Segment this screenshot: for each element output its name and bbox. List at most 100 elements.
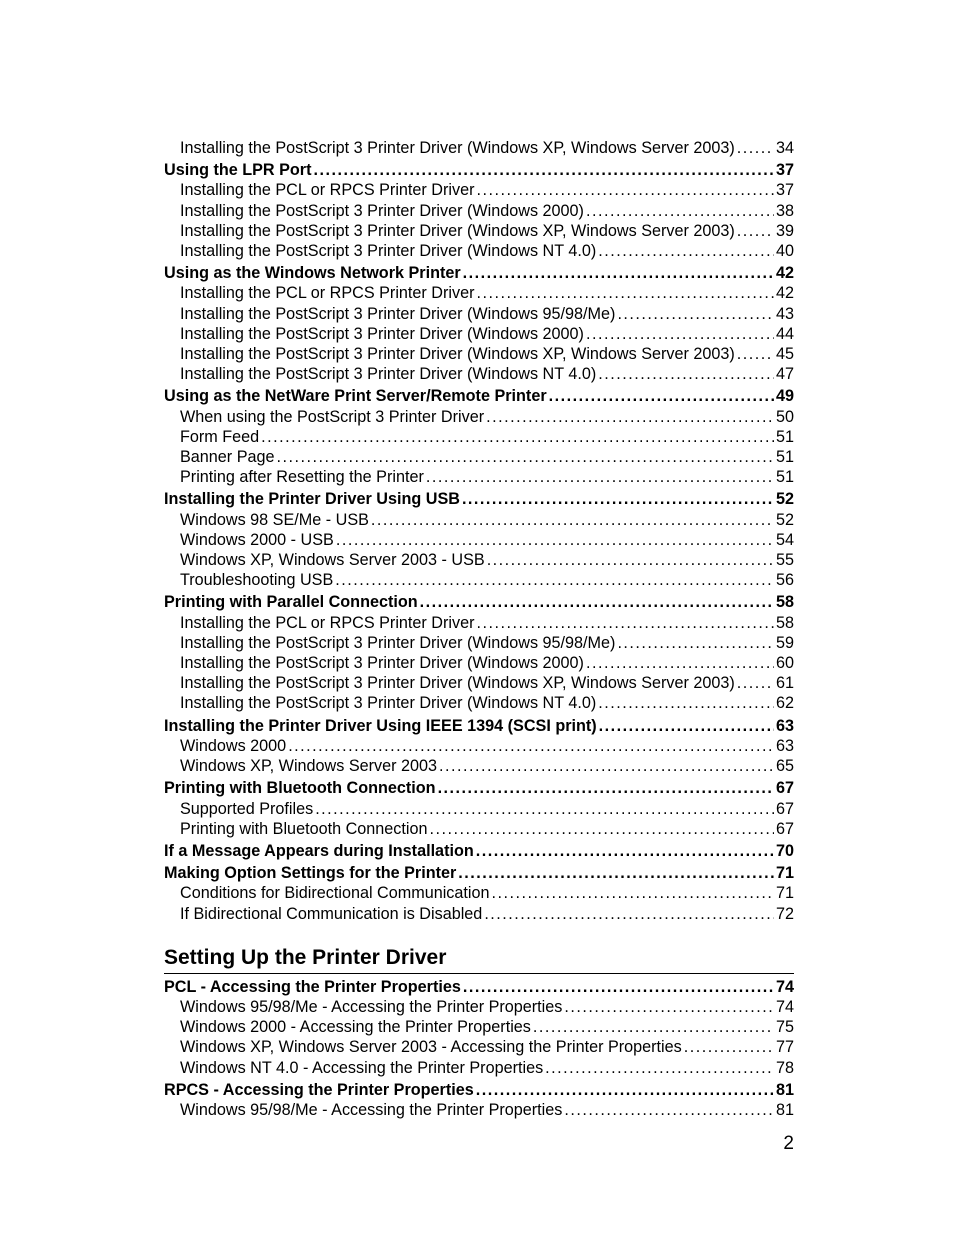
toc-leader-dots xyxy=(371,510,774,530)
toc-page-number: 51 xyxy=(776,467,794,487)
toc-label: Windows 2000 xyxy=(180,736,286,756)
toc-page-number: 58 xyxy=(776,592,794,612)
toc-leader-dots xyxy=(463,977,774,997)
toc-entry-line[interactable]: Windows 95/98/Me - Accessing the Printer… xyxy=(180,997,794,1017)
toc-entry-line[interactable]: Banner Page51 xyxy=(180,447,794,467)
toc-heading-line[interactable]: If a Message Appears during Installation… xyxy=(164,841,794,861)
toc-entry-line[interactable]: Supported Profiles67 xyxy=(180,799,794,819)
toc-entry-line[interactable]: Windows XP, Windows Server 2003 - Access… xyxy=(180,1037,794,1057)
toc-label: Installing the PostScript 3 Printer Driv… xyxy=(180,241,596,261)
toc-entry-line[interactable]: Windows XP, Windows Server 2003 - USB55 xyxy=(180,550,794,570)
toc-leader-dots xyxy=(463,263,774,283)
toc-leader-dots xyxy=(261,427,774,447)
toc-label: Installing the Printer Driver Using USB xyxy=(164,489,460,509)
toc-page-number: 71 xyxy=(776,863,794,883)
toc-page-number: 43 xyxy=(776,304,794,324)
toc-label: Windows 2000 - USB xyxy=(180,530,334,550)
toc-leader-dots xyxy=(737,344,774,364)
toc-entry-line[interactable]: Windows 98 SE/Me - USB52 xyxy=(180,510,794,530)
toc-entry-line[interactable]: Installing the PostScript 3 Printer Driv… xyxy=(180,673,794,693)
toc-leader-dots xyxy=(598,241,774,261)
toc-page-number: 37 xyxy=(776,160,794,180)
toc-leader-dots xyxy=(426,467,774,487)
toc-page-number: 61 xyxy=(776,673,794,693)
toc-entry-line[interactable]: When using the PostScript 3 Printer Driv… xyxy=(180,407,794,427)
toc-label: Windows 98 SE/Me - USB xyxy=(180,510,369,530)
toc-entry-line[interactable]: Installing the PCL or RPCS Printer Drive… xyxy=(180,613,794,633)
toc-entry-line[interactable]: Printing with Bluetooth Connection67 xyxy=(180,819,794,839)
toc-entry-line[interactable]: Windows 95/98/Me - Accessing the Printer… xyxy=(180,1100,794,1120)
toc-label: Windows 95/98/Me - Accessing the Printer… xyxy=(180,1100,562,1120)
toc-label: Windows 95/98/Me - Accessing the Printer… xyxy=(180,997,562,1017)
toc-heading-line[interactable]: PCL - Accessing the Printer Properties 74 xyxy=(164,977,794,997)
toc-entry-line[interactable]: Installing the PostScript 3 Printer Driv… xyxy=(180,633,794,653)
toc-heading-line[interactable]: Using as the NetWare Print Server/Remote… xyxy=(164,386,794,406)
toc-label: Using the LPR Port xyxy=(164,160,312,180)
toc-entry-line[interactable]: If Bidirectional Communication is Disabl… xyxy=(180,904,794,924)
toc-heading-line[interactable]: RPCS - Accessing the Printer Properties8… xyxy=(164,1080,794,1100)
toc-label: Installing the PostScript 3 Printer Driv… xyxy=(180,364,596,384)
toc-group: PCL - Accessing the Printer Properties 74… xyxy=(164,977,794,1078)
toc-heading-line[interactable]: Using as the Windows Network Printer42 xyxy=(164,263,794,283)
toc-entry-line[interactable]: Installing the PostScript 3 Printer Driv… xyxy=(180,364,794,384)
toc-leader-dots xyxy=(586,324,774,344)
toc-entry-line[interactable]: Windows 2000 - USB 54 xyxy=(180,530,794,550)
toc-page-number: 74 xyxy=(776,977,794,997)
toc-page-number: 70 xyxy=(776,841,794,861)
toc-page-number: 81 xyxy=(776,1100,794,1120)
toc-entry-line[interactable]: Installing the PostScript 3 Printer Driv… xyxy=(180,221,794,241)
toc-entry-line[interactable]: Installing the PostScript 3 Printer Driv… xyxy=(180,324,794,344)
toc-entry-line[interactable]: Printing after Resetting the Printer 51 xyxy=(180,467,794,487)
toc-label: Printing after Resetting the Printer xyxy=(180,467,424,487)
toc-entry-line[interactable]: Installing the PostScript 3 Printer Driv… xyxy=(180,344,794,364)
toc-label: Windows 2000 - Accessing the Printer Pro… xyxy=(180,1017,531,1037)
toc-entry-line[interactable]: Installing the PCL or RPCS Printer Drive… xyxy=(180,283,794,303)
toc-entry-line[interactable]: Conditions for Bidirectional Communicati… xyxy=(180,883,794,903)
toc-page-number: 47 xyxy=(776,364,794,384)
toc-label: When using the PostScript 3 Printer Driv… xyxy=(180,407,484,427)
toc-label: RPCS - Accessing the Printer Properties xyxy=(164,1080,474,1100)
toc-entry-line[interactable]: Windows NT 4.0 - Accessing the Printer P… xyxy=(180,1058,794,1078)
toc-entry-line[interactable]: Installing the PCL or RPCS Printer Drive… xyxy=(180,180,794,200)
toc-entry-line[interactable]: Windows XP, Windows Server 200365 xyxy=(180,756,794,776)
toc-group: Using the LPR Port 37Installing the PCL o… xyxy=(164,160,794,261)
toc-heading-line[interactable]: Printing with Bluetooth Connection67 xyxy=(164,778,794,798)
toc-leader-dots xyxy=(599,716,774,736)
toc-page-number: 72 xyxy=(776,904,794,924)
toc-heading-line[interactable]: Using the LPR Port 37 xyxy=(164,160,794,180)
toc-leader-dots xyxy=(684,1037,774,1057)
toc-page-number: 49 xyxy=(776,386,794,406)
toc-entry-line[interactable]: Windows 200063 xyxy=(180,736,794,756)
toc-entry-line[interactable]: Windows 2000 - Accessing the Printer Pro… xyxy=(180,1017,794,1037)
toc-page-number: 54 xyxy=(776,530,794,550)
toc-leader-dots xyxy=(439,756,774,776)
toc-label: If a Message Appears during Installation xyxy=(164,841,474,861)
toc-entry-line[interactable]: Installing the PostScript 3 Printer Driv… xyxy=(180,304,794,324)
toc-page-number: 42 xyxy=(776,283,794,303)
toc-entry-line[interactable]: Installing the PostScript 3 Printer Driv… xyxy=(180,241,794,261)
toc-leader-dots xyxy=(533,1017,774,1037)
toc-entry-line[interactable]: Installing the PostScript 3 Printer Driv… xyxy=(180,138,794,158)
toc-label: Installing the PostScript 3 Printer Driv… xyxy=(180,138,735,158)
toc-entry-line[interactable]: Troubleshooting USB56 xyxy=(180,570,794,590)
toc-leader-dots xyxy=(476,1080,774,1100)
toc-leader-dots xyxy=(487,550,774,570)
toc-heading-line[interactable]: Making Option Settings for the Printer71 xyxy=(164,863,794,883)
toc-label: Windows NT 4.0 - Accessing the Printer P… xyxy=(180,1058,543,1078)
toc-entry-line[interactable]: Installing the PostScript 3 Printer Driv… xyxy=(180,693,794,713)
toc-heading-line[interactable]: Installing the Printer Driver Using USB5… xyxy=(164,489,794,509)
toc-label: Troubleshooting USB xyxy=(180,570,333,590)
toc-label: Installing the Printer Driver Using IEEE… xyxy=(164,716,597,736)
toc-entry-line[interactable]: Installing the PostScript 3 Printer Driv… xyxy=(180,653,794,673)
toc-group: Installing the PostScript 3 Printer Driv… xyxy=(164,138,794,158)
toc-heading-line[interactable]: Installing the Printer Driver Using IEEE… xyxy=(164,716,794,736)
toc-leader-dots xyxy=(737,221,774,241)
toc-leader-dots xyxy=(586,201,774,221)
toc-entry-line[interactable]: Installing the PostScript 3 Printer Driv… xyxy=(180,201,794,221)
table-of-contents: Installing the PostScript 3 Printer Driv… xyxy=(164,138,794,1120)
toc-entry-line[interactable]: Form Feed51 xyxy=(180,427,794,447)
toc-page-number: 45 xyxy=(776,344,794,364)
toc-heading-line[interactable]: Printing with Parallel Connection58 xyxy=(164,592,794,612)
toc-label: PCL - Accessing the Printer Properties xyxy=(164,977,461,997)
toc-label: Windows XP, Windows Server 2003 xyxy=(180,756,437,776)
